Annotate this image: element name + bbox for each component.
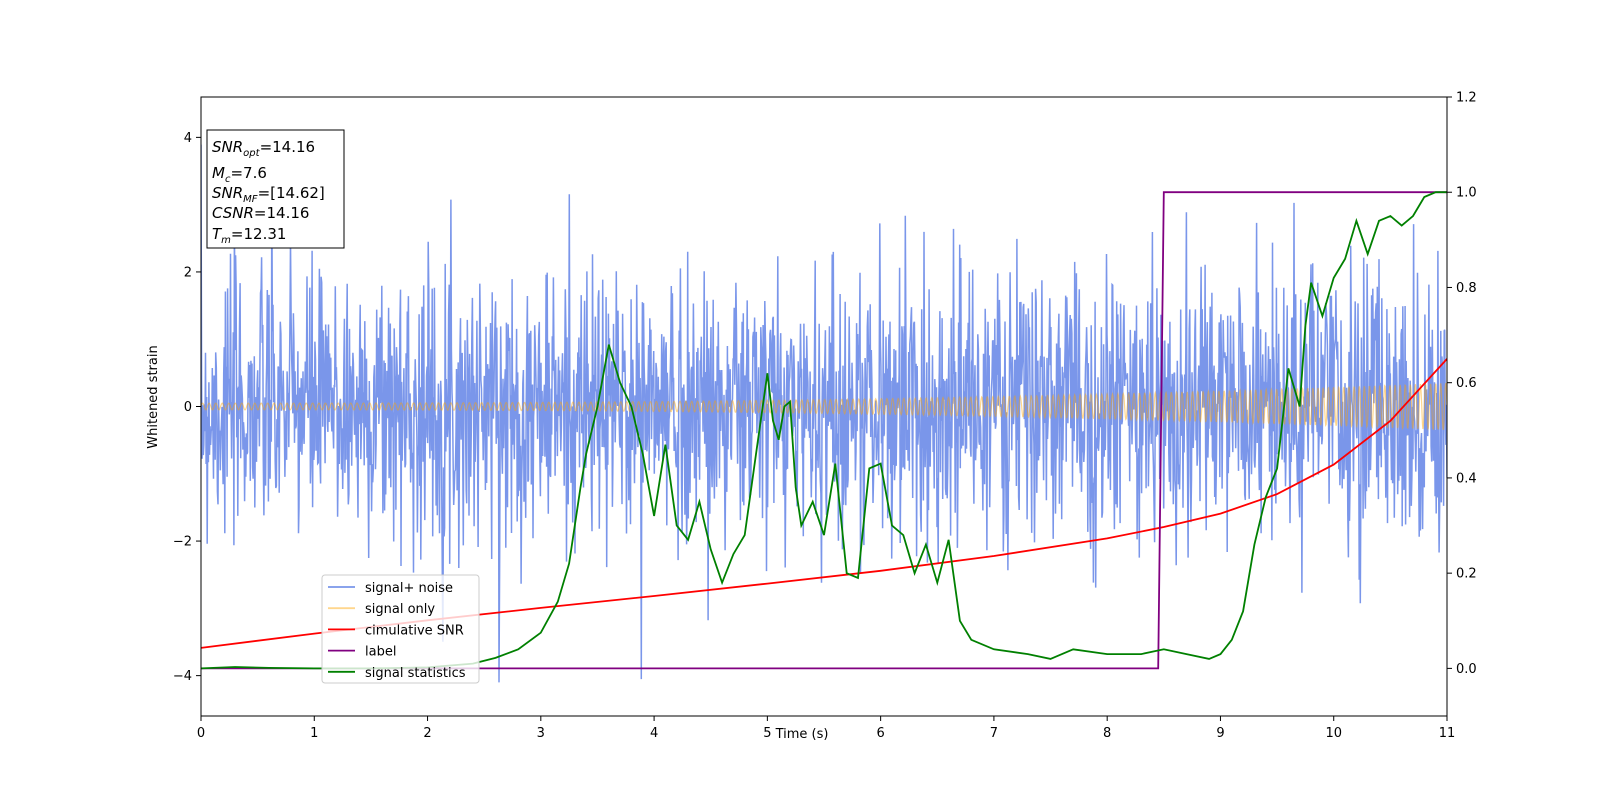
legend-label: cimulative SNR [365, 623, 464, 638]
x-tick-label: 9 [1216, 726, 1224, 741]
y2-tick-label: 0.0 [1456, 662, 1477, 677]
info-snr-mf: SNRMF=[14.62] [212, 184, 325, 205]
y2-tick-label: 0.6 [1456, 376, 1477, 391]
info-snr-opt: SNRopt=14.16 [212, 138, 315, 159]
x-tick-label: 7 [990, 726, 998, 741]
y2-tick-label: 0.4 [1456, 471, 1477, 486]
series-signal-only [201, 382, 1447, 431]
x-tick-label: 0 [197, 726, 205, 741]
y2-tick-label: 0.2 [1456, 567, 1477, 582]
x-tick-label: 6 [876, 726, 884, 741]
x-axis-label: Time (s) [775, 727, 829, 742]
legend: signal+ noise signal only cimulative SNR la… [321, 574, 480, 684]
x-tick-label: 8 [1103, 726, 1111, 741]
info-tm: Tm=12.31 [212, 225, 286, 246]
x-tick-label: 1 [310, 726, 318, 741]
x-tick-label: 11 [1439, 726, 1456, 741]
y2-tick-label: 1.0 [1456, 186, 1477, 201]
y-tick-label: −2 [173, 535, 192, 550]
legend-frame [321, 574, 480, 684]
legend-label: signal+ noise [365, 581, 453, 596]
y2-tick-label: 1.2 [1456, 91, 1477, 106]
x-tick-label: 4 [650, 726, 658, 741]
y-tick-label: 4 [184, 131, 192, 146]
series-signal-statistics [201, 191, 1447, 670]
y-tick-label: −4 [173, 669, 192, 684]
y-tick-label: 0 [184, 400, 192, 415]
y2-tick-label: 0.8 [1456, 281, 1477, 296]
series-label [201, 191, 1447, 670]
info-box: SNRopt=14.16 Mc=7.6 SNRMF=[14.62] CSNR=1… [206, 129, 345, 249]
series-signal-noise [201, 144, 1447, 683]
info-mc: Mc=7.6 [212, 164, 267, 185]
legend-label: signal statistics [365, 666, 466, 681]
x-tick-label: 2 [423, 726, 431, 741]
info-csnr: CSNR=14.16 [212, 204, 309, 222]
x-tick-label: 5 [763, 726, 771, 741]
y-tick-label: 2 [184, 265, 192, 280]
info-box-frame [206, 129, 345, 249]
x-tick-label: 10 [1325, 726, 1342, 741]
x-tick-label: 3 [537, 726, 545, 741]
legend-label: signal only [365, 602, 435, 617]
y-axis-label: Whitened strain [146, 345, 161, 448]
legend-label: label [365, 645, 396, 660]
